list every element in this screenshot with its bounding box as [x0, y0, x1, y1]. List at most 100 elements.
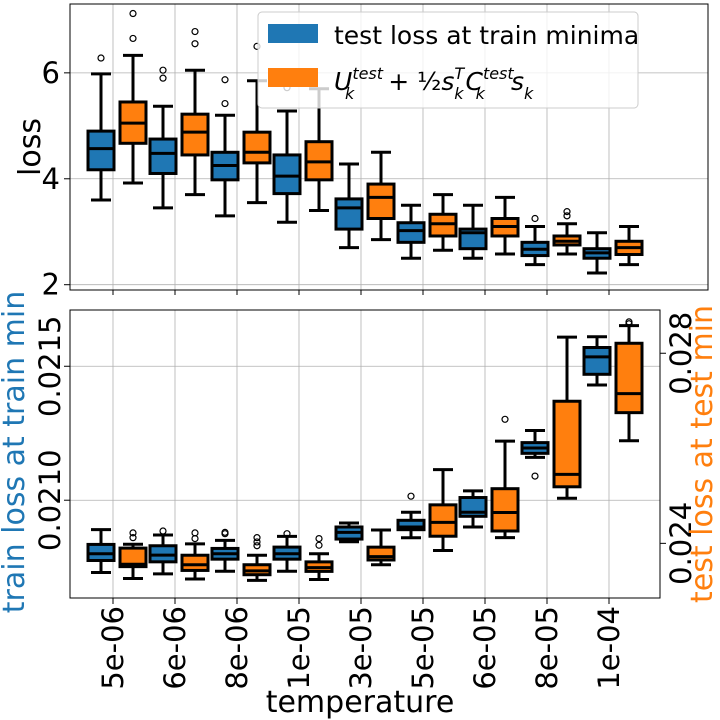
top-box-orange	[428, 193, 458, 252]
formula-part: s	[511, 67, 524, 96]
legend-label-test-loss: test loss at train minima	[334, 21, 639, 50]
outlier-point	[315, 534, 323, 543]
top-boxplots	[86, 9, 644, 275]
bottom-box-blue	[272, 530, 302, 573]
bottom-right-y-ticks: 0.024 0.028	[660, 312, 698, 585]
formula-part: ½	[417, 67, 441, 96]
bottom-box-orange	[490, 415, 520, 540]
bottom-box-blue	[582, 335, 612, 387]
left-y-axis-label: train loss at train min	[0, 291, 32, 613]
formula-part: test	[352, 64, 383, 83]
x-tick-label: 3e-05	[344, 606, 378, 690]
box-iqr	[148, 137, 178, 175]
box-iqr	[334, 197, 364, 231]
box-iqr	[366, 182, 396, 221]
outlier-point	[221, 99, 229, 108]
bottom-box-orange	[118, 529, 148, 581]
top-box-blue	[582, 231, 612, 275]
x-tick-label: 6e-06	[158, 606, 192, 690]
top-box-orange	[614, 224, 644, 267]
x-tick-label: 5e-05	[406, 606, 440, 690]
outlier-point	[625, 318, 633, 326]
legend-frame	[257, 11, 639, 109]
box-iqr	[86, 129, 116, 172]
top-box-orange	[118, 9, 148, 185]
legend-label-formula: Utest k + ½sT kCtest k sk	[334, 64, 534, 103]
outlier-point	[191, 27, 199, 36]
box-iqr	[272, 153, 302, 196]
outlier-point	[159, 527, 167, 535]
x-tick-label: 1e-04	[592, 606, 626, 690]
top-box-blue	[148, 66, 178, 210]
legend-swatch-blue	[268, 24, 318, 43]
bottom-plot-frame	[69, 309, 661, 599]
outlier-point	[97, 54, 105, 62]
top-y-tick-label: 2	[42, 268, 60, 302]
outlier-point	[315, 541, 323, 549]
formula-part: k	[345, 84, 355, 103]
outlier-point	[159, 66, 167, 74]
bottom-box-orange	[614, 318, 644, 443]
outlier-point	[129, 529, 137, 537]
top-box-blue	[396, 203, 426, 260]
box-iqr	[582, 346, 612, 376]
x-tick-label: 6e-05	[468, 606, 502, 690]
top-y-tick-label: 4	[42, 162, 60, 196]
bottom-box-blue	[396, 492, 426, 540]
x-tick-label: 1e-05	[282, 606, 316, 690]
top-box-orange	[304, 87, 334, 213]
x-tick-label: 8e-06	[220, 606, 254, 690]
left-y-tick-label: 0.0210	[33, 449, 67, 550]
bottom-panel: 0.0210 0.0215 0.024 0.028 5e-06 6e-06 8e-06 1…	[0, 291, 720, 720]
bottom-box-orange	[366, 528, 396, 567]
outlier-point	[501, 415, 509, 423]
bottom-box-orange	[180, 529, 210, 581]
top-box-blue	[86, 54, 116, 202]
bottom-box-blue	[148, 527, 178, 576]
outlier-point	[129, 34, 137, 43]
bottom-box-orange	[304, 534, 334, 581]
top-plot-frame	[69, 3, 709, 291]
formula-part: k	[476, 84, 486, 103]
formula-part: k	[524, 84, 534, 103]
formula-part: k	[454, 84, 464, 103]
outlier-point	[221, 528, 229, 536]
outlier-point	[531, 472, 539, 480]
box-iqr	[428, 503, 458, 538]
box-iqr	[180, 112, 210, 157]
bottom-box-orange	[242, 534, 272, 582]
bottom-box-blue	[520, 429, 550, 480]
outlier-point	[531, 214, 539, 223]
x-tick-label: 5e-06	[96, 606, 130, 690]
top-box-blue	[334, 162, 364, 250]
top-box-orange	[180, 27, 210, 197]
box-iqr	[396, 518, 426, 532]
bottom-box-orange	[428, 468, 458, 552]
formula-part: U	[334, 67, 352, 96]
right-y-tick-label: 0.024	[664, 502, 698, 585]
bottom-box-orange	[552, 335, 582, 500]
formula-part: test	[483, 64, 514, 83]
outlier-point	[283, 530, 291, 538]
top-box-blue	[520, 214, 550, 267]
box-iqr	[552, 399, 582, 489]
box-iqr	[490, 487, 520, 533]
top-box-blue	[210, 76, 240, 218]
bottom-box-blue	[334, 521, 364, 544]
top-y-axis-label: loss	[13, 118, 48, 176]
outlier-point	[191, 534, 199, 543]
top-box-blue	[458, 203, 488, 260]
outlier-point	[129, 9, 137, 18]
formula-part: T	[454, 64, 465, 83]
outlier-point	[563, 208, 571, 216]
outlier-point	[191, 529, 199, 537]
bottom-box-blue	[458, 489, 488, 529]
box-iqr	[180, 553, 210, 572]
box-iqr	[614, 341, 644, 415]
bottom-boxplots	[86, 318, 644, 582]
bottom-box-blue	[210, 528, 240, 573]
top-y-ticks: 2 4 6	[42, 56, 610, 302]
formula-part: C	[465, 67, 483, 96]
outlier-point	[253, 534, 261, 542]
